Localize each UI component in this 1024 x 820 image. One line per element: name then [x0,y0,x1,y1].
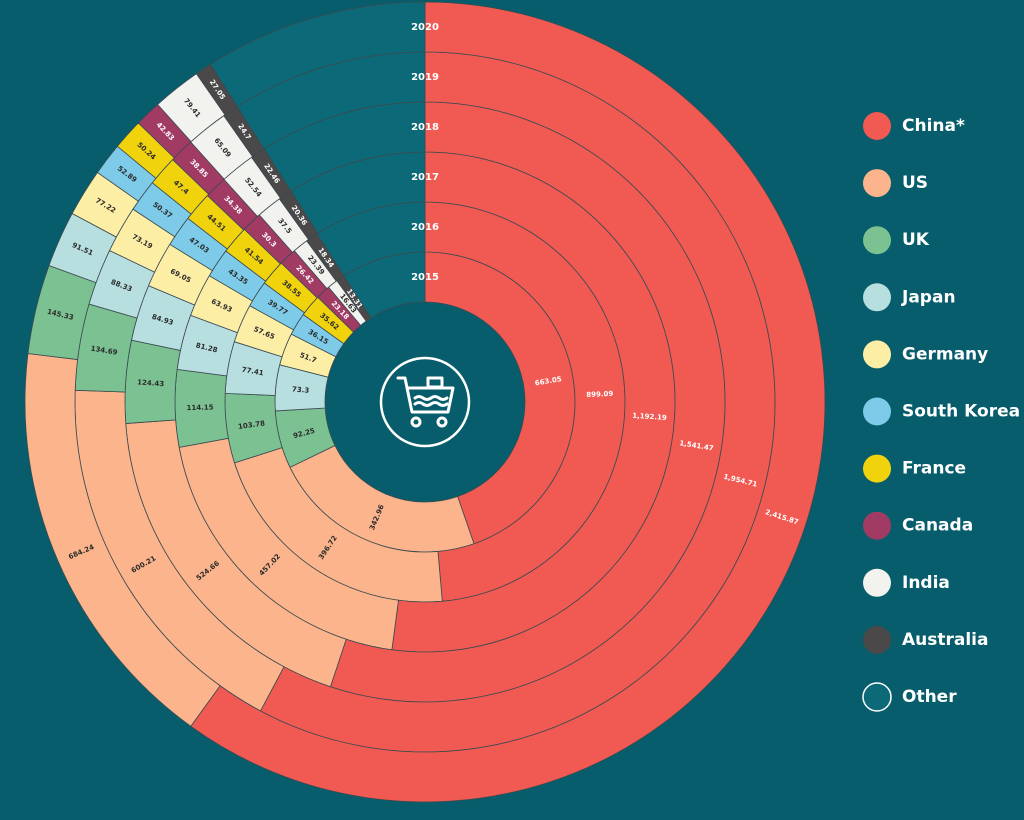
legend-swatch [862,682,892,712]
ring-labels: 2015 2016 2017 2018 2019 2020 [411,22,439,283]
ring-segment [209,1,426,108]
rings [24,1,826,803]
legend-swatch [863,169,891,198]
legend-label: Japan [901,287,956,307]
legend-swatch [863,397,891,426]
legend-label: Australia [902,630,989,650]
legend-swatch [863,511,891,540]
legend: China* US UK Japan Germany South Korea France C… [862,112,1020,712]
legend-label: Other [902,687,957,707]
value-label: 1,192.19 [632,412,667,422]
value-label: 73.3 [292,385,310,395]
ring-label: 2016 [411,222,439,233]
legend-label: China* [902,116,965,136]
value-label: 103.78 [238,419,266,431]
ring-label: 2020 [411,22,439,33]
ring-label: 2019 [411,72,439,83]
legend-label: South Korea [902,402,1020,422]
value-label: 899.09 [586,390,613,399]
legend-swatch [863,112,891,140]
ring-segment [190,1,826,803]
cart-icon [379,356,471,448]
value-label: 124.43 [137,378,165,388]
legend-label: Canada [902,516,973,536]
legend-label: France [902,459,966,479]
legend-label: US [902,173,928,193]
legend-swatch [863,340,891,369]
legend-label: India [902,573,950,593]
legend-label: UK [902,230,930,250]
legend-label: Germany [902,344,988,364]
ring-label: 2015 [411,272,439,283]
legend-swatch [863,625,891,654]
legend-swatch [863,454,891,483]
legend-swatch [863,226,891,255]
value-label: 77.41 [241,366,264,378]
legend-swatch [863,568,891,597]
ring-label: 2017 [411,172,439,183]
legend-swatch [863,283,891,312]
value-label: 114.15 [186,403,213,412]
ring-label: 2018 [411,122,439,133]
